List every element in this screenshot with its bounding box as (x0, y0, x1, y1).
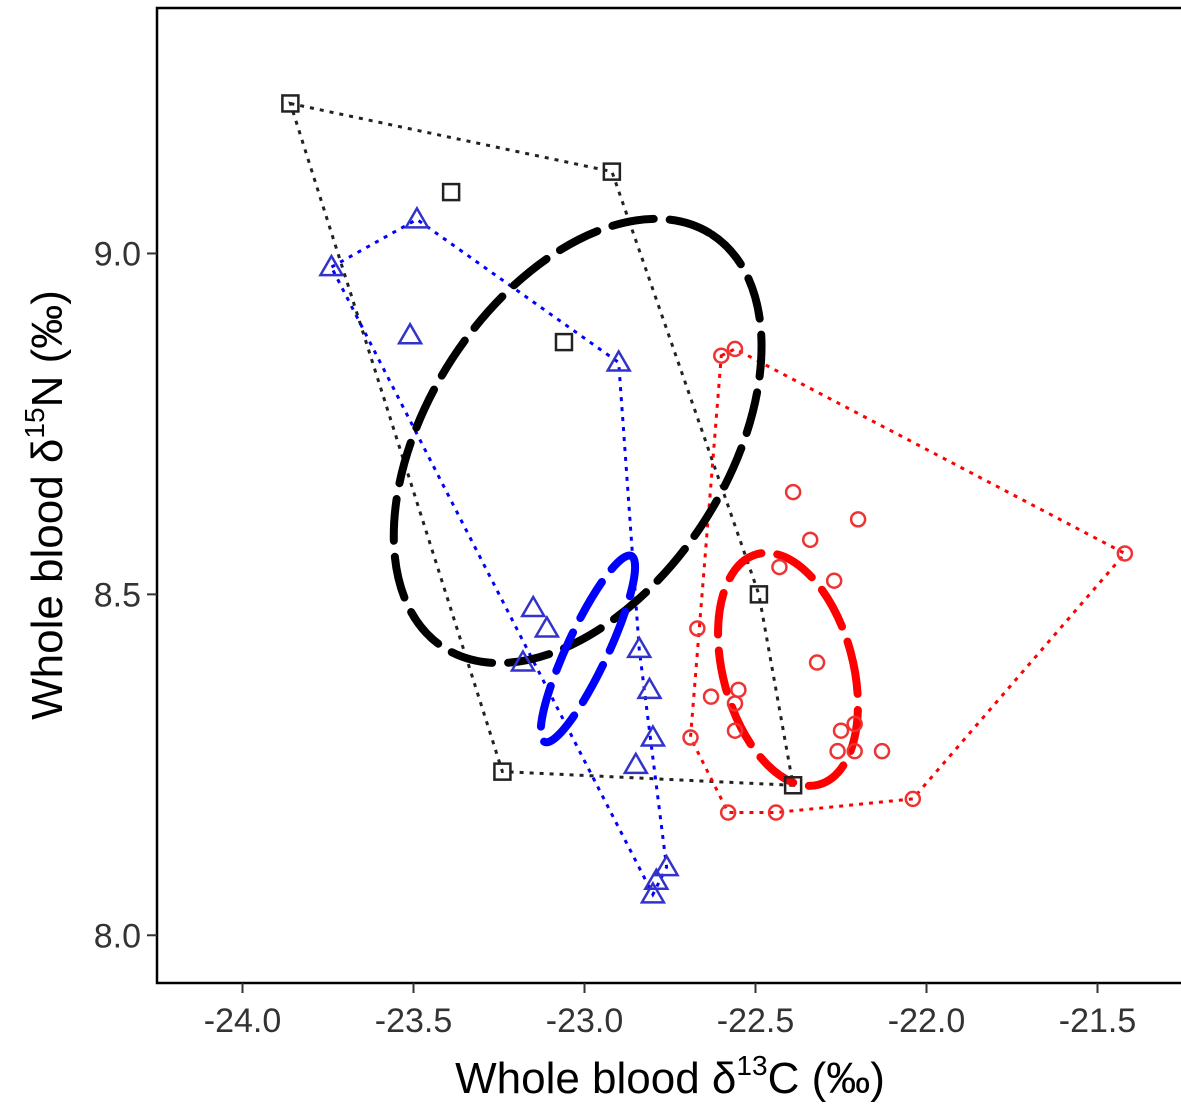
x-tick-label: -24.0 (204, 1002, 282, 1040)
y-tick-label: 9.0 (94, 235, 141, 273)
point-circle (689, 620, 706, 637)
x-tick-label: -22.0 (888, 1002, 966, 1040)
standard-ellipses (389, 214, 862, 790)
y-axis-title: Whole blood δ15N (‰) (19, 290, 72, 720)
x-axis-title: Whole blood δ13C (‰) (455, 1050, 885, 1103)
point-circle (1116, 545, 1134, 562)
point-circle (784, 483, 802, 501)
x-tick-label: -23.0 (546, 1002, 624, 1040)
point-circle (846, 715, 863, 733)
point-triangle (653, 853, 680, 877)
point-circle (829, 742, 846, 760)
point-circle (702, 688, 720, 705)
y-tick-label: 8.5 (94, 576, 141, 614)
point-triangle (622, 751, 649, 775)
data-points (281, 94, 1134, 904)
plot-panel (155, 6, 1181, 985)
convex-hulls (288, 101, 1128, 898)
point-triangle (639, 880, 667, 904)
point-triangle (396, 321, 424, 345)
hull-triangle (329, 217, 669, 898)
point-triangle (636, 676, 663, 700)
point-triangle (626, 635, 653, 659)
point-circle (726, 695, 744, 712)
point-circle (771, 558, 788, 576)
point-triangle (318, 253, 345, 277)
point-circle (808, 654, 826, 671)
point-square (554, 332, 574, 352)
point-circle (726, 722, 744, 739)
point-circle (726, 340, 744, 358)
point-square (602, 162, 622, 181)
point-circle (719, 804, 737, 821)
point-circle (682, 729, 699, 746)
point-square (281, 94, 300, 113)
x-tick-label: -21.5 (1059, 1002, 1137, 1040)
point-circle (846, 742, 863, 760)
hull-square (288, 101, 795, 787)
point-circle (713, 347, 730, 364)
x-tick-label: -23.5 (375, 1002, 453, 1040)
point-circle (873, 742, 891, 760)
point-square (783, 776, 803, 795)
x-axis: -24.0 -23.5 -23.0 -22.5 -22.0 -21.5 (204, 983, 1137, 1040)
point-circle (801, 531, 819, 549)
x-tick-label: -22.5 (717, 1002, 795, 1040)
point-circle (767, 804, 785, 821)
point-circle (825, 572, 843, 589)
point-circle (832, 722, 850, 739)
point-square (441, 182, 461, 202)
point-triangle (533, 614, 561, 638)
point-square (493, 762, 512, 781)
point-triangle (403, 205, 431, 229)
y-tick-label: 8.0 (94, 917, 141, 955)
point-triangle (639, 724, 667, 747)
ellipse-triangle (536, 551, 640, 747)
y-axis: 8.0 8.5 9.0 (94, 235, 157, 955)
point-triangle (520, 594, 547, 618)
point-circle (904, 790, 922, 808)
ellipse-square (389, 214, 766, 668)
point-circle (849, 511, 867, 528)
point-triangle (605, 349, 632, 372)
point-square (749, 585, 769, 604)
ellipse-circle (714, 548, 862, 790)
point-triangle (509, 649, 537, 672)
